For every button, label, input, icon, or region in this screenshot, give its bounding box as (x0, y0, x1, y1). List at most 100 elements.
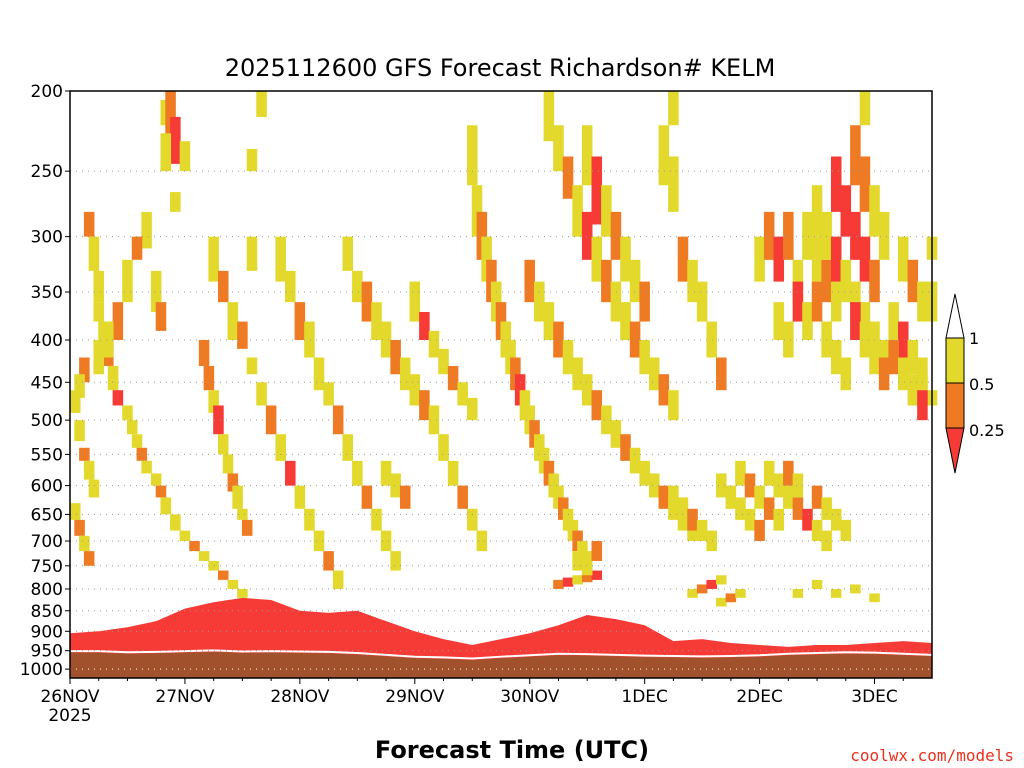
ri-cell (821, 259, 832, 303)
credit-link[interactable]: coolwx.com/models (850, 746, 1014, 765)
ri-cell (629, 447, 641, 474)
ri-cell (562, 577, 574, 587)
ri-cell (409, 374, 421, 406)
ri-cell (83, 460, 95, 480)
colorbar-label: 1 (969, 329, 979, 348)
ri-cell (141, 460, 152, 474)
ri-cell (490, 281, 502, 322)
ri-cell (285, 460, 296, 486)
ri-cell (323, 382, 334, 406)
ri-cell (696, 281, 708, 322)
ri-cell (241, 519, 253, 536)
ri-cell (217, 434, 229, 455)
ground-surface (70, 651, 932, 678)
ri-cell (150, 270, 162, 312)
ri-cell (850, 125, 861, 186)
y-tick-label: 550 (31, 445, 63, 465)
ri-cell (562, 156, 574, 199)
ri-cell (112, 390, 124, 406)
ri-cell (648, 357, 660, 391)
ri-cell (390, 473, 401, 498)
ri-cell (859, 321, 871, 358)
colorbar-band-mid (945, 382, 965, 429)
ri-cell (716, 597, 727, 607)
ri-cell (859, 156, 871, 212)
ri-cell (668, 485, 679, 509)
ri-cell (677, 497, 689, 520)
ri-cell (830, 588, 842, 598)
y-tick-label: 450 (31, 373, 63, 393)
ri-cell (237, 321, 248, 349)
ri-cell (878, 211, 890, 260)
ri-cell (754, 485, 765, 509)
ri-cell (840, 185, 852, 237)
ri-cell (716, 473, 727, 498)
ri-cell (534, 281, 545, 322)
ri-cell (572, 530, 583, 552)
ri-cell (572, 357, 583, 391)
ri-cell (246, 236, 258, 271)
ri-cell (802, 508, 813, 531)
ri-cell (897, 236, 909, 282)
ri-cell (802, 302, 813, 340)
ri-cell (466, 125, 478, 186)
ri-cell (136, 447, 148, 461)
ri-cell (668, 156, 679, 212)
ri-cell (557, 497, 569, 520)
ri-cell (668, 390, 679, 421)
ri-cell (735, 588, 746, 598)
ri-cell (572, 185, 583, 237)
ri-cell (352, 460, 363, 486)
ri-cell (553, 321, 564, 358)
ri-cell (88, 479, 100, 498)
ri-cell (256, 91, 267, 117)
ri-cell (591, 156, 603, 225)
ri-cell (687, 259, 698, 303)
ri-cell (687, 588, 698, 598)
ri-cell (74, 420, 85, 442)
ri-cell (581, 125, 593, 186)
ri-cell (754, 519, 765, 542)
ri-cell (744, 473, 756, 498)
ri-cell (591, 390, 603, 421)
ri-cell (419, 311, 430, 340)
ri-cell (783, 321, 794, 358)
ri-cell (859, 302, 871, 340)
ri-cell (869, 185, 880, 237)
ri-cell (131, 434, 143, 448)
ri-cell (390, 339, 401, 375)
ri-cell (716, 575, 727, 585)
ri-cell (170, 514, 181, 531)
ri-cell (361, 485, 373, 509)
ri-cell (850, 584, 861, 594)
ri-cell (639, 339, 650, 375)
ri-cell (457, 382, 468, 406)
ri-cell (696, 519, 708, 542)
x-axis: 26NOV 27NOV 28NOV 29NOV 30NOV 1DEC 2DEC 3DEC (40, 678, 904, 707)
ri-cell (103, 321, 114, 358)
colorbar-label: 0.5 (969, 375, 994, 394)
ri-cell (217, 570, 229, 580)
ri-cell (476, 530, 488, 552)
ri-cell (658, 125, 670, 186)
ri-cell (763, 460, 775, 486)
ri-cell (471, 185, 483, 237)
ri-cell (213, 405, 224, 435)
ri-cell (610, 211, 622, 260)
ri-cell (821, 211, 832, 260)
ri-cell (620, 236, 631, 282)
ri-cell (754, 236, 765, 282)
ri-cell (897, 357, 909, 391)
ri-cell (869, 339, 880, 375)
ri-cell (438, 348, 449, 375)
ri-cell (70, 503, 81, 520)
ri-cell (524, 259, 536, 303)
ri-cell (155, 302, 167, 331)
ri-cell (107, 365, 119, 391)
ri-cell (577, 541, 588, 561)
ri-cell (620, 434, 631, 461)
ri-cell (246, 148, 258, 172)
ri-cell (658, 374, 670, 406)
ri-cell (830, 508, 842, 531)
x-axis-label: Forecast Time (UTC) (375, 736, 649, 764)
